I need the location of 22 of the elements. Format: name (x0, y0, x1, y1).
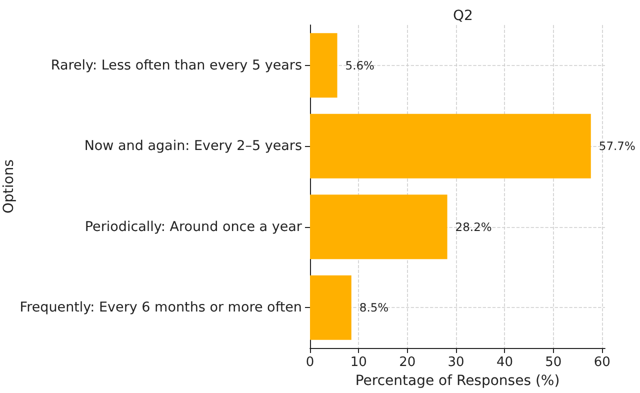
y-tick-label: Frequently: Every 6 months or more often (20, 300, 302, 316)
data-label: 28.2% (455, 220, 492, 234)
x-tick-label: 40 (496, 355, 513, 370)
x-tick-label: 20 (399, 355, 416, 370)
x-tick-label: 50 (545, 355, 562, 370)
x-axis-title: Percentage of Responses (%) (355, 373, 560, 389)
bar (310, 114, 591, 178)
x-tick-label: 10 (350, 355, 367, 370)
x-tick-label: 30 (448, 355, 464, 370)
y-tick-label: Rarely: Less often than every 5 years (50, 57, 302, 74)
bar (310, 194, 448, 260)
y-tick-label: Periodically: Around once a year (84, 218, 302, 235)
x-tick-label: 0 (306, 355, 314, 370)
bar (310, 33, 338, 98)
chart-title: Q2 (453, 8, 473, 24)
y-tick-label: Now and again: Every 2–5 years (84, 138, 302, 154)
data-label: 8.5% (359, 300, 389, 315)
y-axis-title: Options (0, 159, 17, 214)
x-tick-label: 60 (594, 355, 610, 370)
data-label: 5.6% (345, 58, 375, 72)
data-label: 57.7% (598, 139, 636, 154)
bar (310, 275, 352, 340)
